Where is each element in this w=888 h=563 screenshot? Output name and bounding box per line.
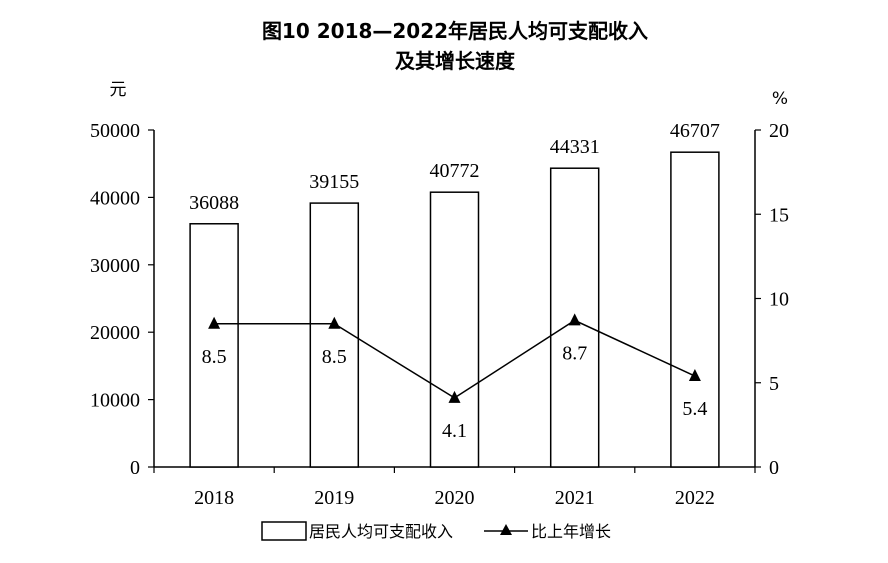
legend-bar-label: 居民人均可支配收入 — [309, 522, 453, 541]
income-bar — [309, 202, 360, 468]
x-tick-label: 2020 — [435, 487, 475, 509]
chart-title: 图10 2018—2022年居民人均可支配收入 — [262, 19, 648, 43]
left-tick-label: 20000 — [90, 322, 140, 344]
income-bar — [189, 223, 239, 468]
bar-value-label: 40772 — [430, 160, 480, 182]
growth-point-marker — [208, 316, 221, 329]
income-bar — [429, 191, 480, 468]
left-axis-unit: 元 — [110, 80, 127, 100]
growth-value-label: 4.1 — [442, 420, 467, 442]
right-tick-label: 0 — [769, 457, 779, 479]
left-tick-label: 30000 — [90, 255, 140, 277]
left-tick-label: 0 — [130, 457, 140, 479]
growth-value-label: 5.4 — [682, 398, 707, 420]
bar-value-label: 44331 — [550, 136, 600, 158]
growth-value-label: 8.7 — [562, 342, 587, 364]
x-tick-label: 2021 — [555, 487, 595, 509]
growth-value-label: 8.5 — [322, 346, 347, 368]
right-tick-label: 15 — [769, 204, 789, 226]
bar-value-label: 46707 — [670, 120, 720, 142]
chart-subtitle: 及其增长速度 — [395, 49, 516, 73]
income-bar — [670, 151, 720, 468]
right-axis-unit: % — [772, 89, 788, 109]
legend-bar-swatch — [261, 521, 307, 541]
x-tick-label: 2018 — [194, 487, 234, 509]
left-tick-label: 50000 — [90, 120, 140, 142]
growth-line: 8.5 8.5 4.1 8.7 5.4 — [202, 313, 707, 442]
growth-point-marker — [328, 316, 341, 329]
bars: 36088 39155 40772 44331 46707 — [189, 120, 720, 468]
legend-line-label: 比上年增长 — [531, 522, 611, 541]
left-tick-label: 10000 — [90, 390, 140, 412]
legend-triangle-marker — [500, 524, 512, 535]
right-tick-label: 20 — [769, 120, 789, 142]
growth-point-marker — [688, 369, 701, 382]
left-tick-label: 40000 — [90, 187, 140, 209]
bar-value-label: 36088 — [189, 192, 239, 214]
x-tick-label: 2022 — [675, 487, 715, 509]
right-tick-label: 5 — [769, 373, 779, 395]
axes: 0 10000 20000 30000 40000 50000 0 5 10 15 20 2018 20… — [90, 120, 789, 509]
right-tick-label: 10 — [769, 289, 789, 311]
growth-point-marker — [448, 390, 461, 403]
growth-value-label: 8.5 — [202, 346, 227, 368]
legend: 居民人均可支配收入 比上年增长 — [261, 521, 611, 541]
bar-value-label: 39155 — [309, 171, 359, 193]
growth-point-marker — [568, 313, 581, 326]
x-tick-label: 2019 — [314, 487, 354, 509]
